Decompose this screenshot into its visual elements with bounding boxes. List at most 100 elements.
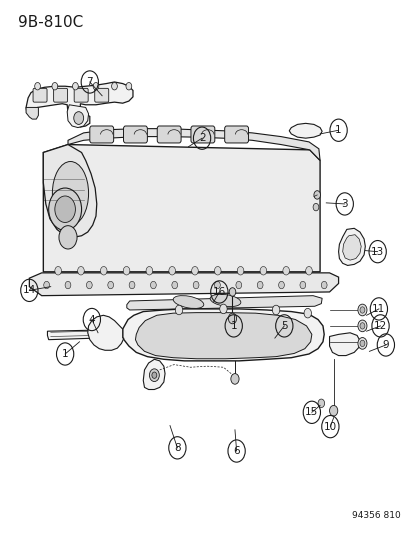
Circle shape [229,288,235,296]
Polygon shape [43,144,97,237]
Circle shape [175,305,182,315]
Circle shape [359,307,364,313]
Polygon shape [26,82,133,127]
Circle shape [357,304,366,316]
Text: 12: 12 [373,321,386,331]
Polygon shape [329,333,359,356]
Circle shape [150,281,156,289]
Circle shape [237,266,243,275]
Circle shape [59,225,77,249]
FancyBboxPatch shape [54,88,67,102]
Circle shape [152,372,157,378]
Text: 7: 7 [86,77,93,87]
Circle shape [219,304,227,314]
Circle shape [312,204,318,211]
Circle shape [100,266,107,275]
FancyBboxPatch shape [190,126,214,143]
Text: 14: 14 [23,285,36,295]
FancyBboxPatch shape [95,88,109,102]
Circle shape [357,337,366,349]
Circle shape [129,281,135,289]
Circle shape [35,83,40,90]
Circle shape [228,313,236,324]
Text: 3: 3 [341,199,347,209]
Circle shape [282,266,289,275]
Circle shape [299,281,305,289]
Circle shape [329,406,337,416]
Text: 5: 5 [280,321,287,331]
Polygon shape [126,296,321,310]
Circle shape [146,266,152,275]
Text: 11: 11 [371,304,385,314]
Text: 8: 8 [173,443,180,453]
Circle shape [317,399,324,408]
Circle shape [78,266,84,275]
Circle shape [72,83,78,90]
Circle shape [107,281,113,289]
Text: 6: 6 [233,446,240,456]
Text: 13: 13 [370,247,383,257]
FancyBboxPatch shape [224,126,248,143]
Polygon shape [135,313,311,359]
Polygon shape [68,128,319,160]
Text: 4: 4 [88,314,95,325]
Circle shape [74,112,83,124]
Ellipse shape [52,161,88,225]
Polygon shape [338,228,364,265]
Circle shape [149,369,159,382]
Circle shape [320,281,326,289]
Circle shape [49,188,81,230]
Ellipse shape [173,296,203,309]
FancyBboxPatch shape [33,88,47,102]
FancyBboxPatch shape [157,126,180,143]
Circle shape [169,266,175,275]
Circle shape [357,320,366,332]
Polygon shape [143,359,165,390]
Circle shape [303,309,311,318]
Circle shape [359,340,364,346]
Polygon shape [47,329,146,340]
Circle shape [52,83,57,90]
Circle shape [259,266,266,275]
Text: 9B-810C: 9B-810C [18,14,83,30]
Text: 94356 810: 94356 810 [351,511,399,520]
Text: 10: 10 [323,422,336,432]
Text: 1: 1 [335,125,341,135]
Polygon shape [43,144,319,272]
Text: 2: 2 [198,133,205,143]
Circle shape [305,266,311,275]
Circle shape [230,374,238,384]
Polygon shape [122,309,323,361]
Circle shape [214,266,221,275]
Circle shape [214,281,220,289]
Circle shape [55,266,61,275]
Circle shape [55,196,75,222]
Text: 9: 9 [382,340,388,350]
Circle shape [123,266,130,275]
FancyBboxPatch shape [90,126,114,143]
Polygon shape [67,105,88,127]
Circle shape [93,83,99,90]
Circle shape [359,322,364,329]
Circle shape [171,281,177,289]
Polygon shape [88,316,123,350]
Circle shape [191,266,198,275]
Circle shape [112,83,117,90]
Circle shape [278,281,284,289]
Circle shape [65,281,71,289]
Polygon shape [29,273,338,296]
Polygon shape [289,123,321,138]
Polygon shape [342,235,360,260]
Circle shape [86,281,92,289]
FancyBboxPatch shape [74,88,88,102]
Text: 15: 15 [304,407,318,417]
FancyBboxPatch shape [123,126,147,143]
Circle shape [235,281,241,289]
Text: 1: 1 [62,349,68,359]
Circle shape [193,281,199,289]
Ellipse shape [210,294,240,306]
Polygon shape [26,108,38,119]
Circle shape [313,191,320,199]
Text: 16: 16 [212,287,225,297]
Circle shape [126,83,131,90]
